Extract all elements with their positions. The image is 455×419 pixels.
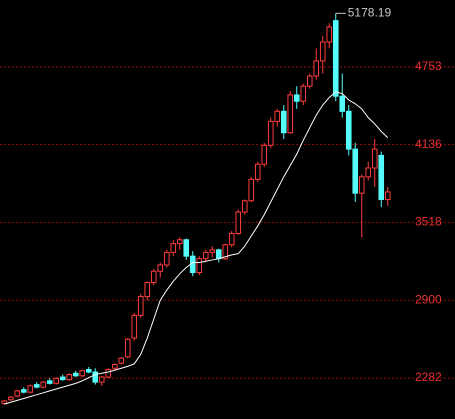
candle-body <box>235 211 242 234</box>
candle-body <box>358 176 365 194</box>
y-tick-label: 4753 <box>415 59 442 73</box>
candle-body <box>14 390 21 397</box>
candle-body <box>267 120 274 146</box>
candle-body <box>176 239 183 245</box>
candle-body <box>248 178 255 202</box>
moving-average <box>4 91 389 405</box>
candle-body <box>352 148 359 194</box>
candle-body <box>215 249 222 260</box>
candle-body <box>196 258 203 274</box>
candle-body <box>105 369 112 378</box>
candle-body <box>261 144 268 165</box>
candle-body <box>287 94 294 134</box>
candle-body <box>150 270 157 284</box>
candle-body <box>345 110 352 150</box>
candle-body <box>371 148 378 169</box>
candle-body <box>378 154 385 200</box>
candle-body <box>118 357 125 364</box>
candle-body <box>293 94 300 102</box>
candle-body <box>20 389 27 393</box>
y-tick-label: 4136 <box>415 137 442 151</box>
candle-body <box>189 255 196 274</box>
candle-body <box>46 380 53 384</box>
y-tick-label: 2282 <box>415 370 442 384</box>
candle-body <box>280 110 287 134</box>
candle-body <box>1 400 8 405</box>
candle-body <box>228 232 235 246</box>
candle-body <box>124 338 131 358</box>
y-tick-label: 2900 <box>415 292 442 306</box>
candle-body <box>222 244 229 260</box>
candle-body <box>209 249 216 253</box>
candle-body <box>306 75 313 87</box>
candle-body <box>72 372 79 377</box>
candle-body <box>27 385 34 393</box>
candle-body <box>59 376 66 381</box>
candle-body <box>332 20 339 97</box>
candle-body <box>339 95 346 112</box>
candle-body <box>241 200 248 213</box>
candle-body <box>313 60 320 77</box>
candle-body <box>98 376 105 383</box>
candle-body <box>131 314 138 339</box>
y-tick-label: 3518 <box>415 215 442 229</box>
candle-body <box>384 191 391 200</box>
candle-body <box>7 396 14 401</box>
candle-body <box>53 377 60 384</box>
candle-body <box>202 251 209 260</box>
candle-body <box>92 371 99 383</box>
candle-body <box>254 163 261 180</box>
candle-body <box>163 251 170 266</box>
candle-body <box>111 363 118 369</box>
candle-body <box>66 374 73 381</box>
candle-body <box>170 243 177 253</box>
candle-body <box>157 264 164 272</box>
candle-body <box>85 369 92 373</box>
candle-body <box>183 239 190 257</box>
candle-body <box>79 370 86 377</box>
candle-body <box>326 26 333 43</box>
max-label: 5178.19 <box>348 5 392 19</box>
candle-body <box>33 384 40 388</box>
candle-body <box>300 85 307 102</box>
candle-body <box>319 41 326 62</box>
candle-body <box>274 110 281 122</box>
candle-body <box>40 381 47 388</box>
candle-body <box>365 167 372 178</box>
candle-body <box>144 282 151 297</box>
candle-body <box>137 295 144 316</box>
